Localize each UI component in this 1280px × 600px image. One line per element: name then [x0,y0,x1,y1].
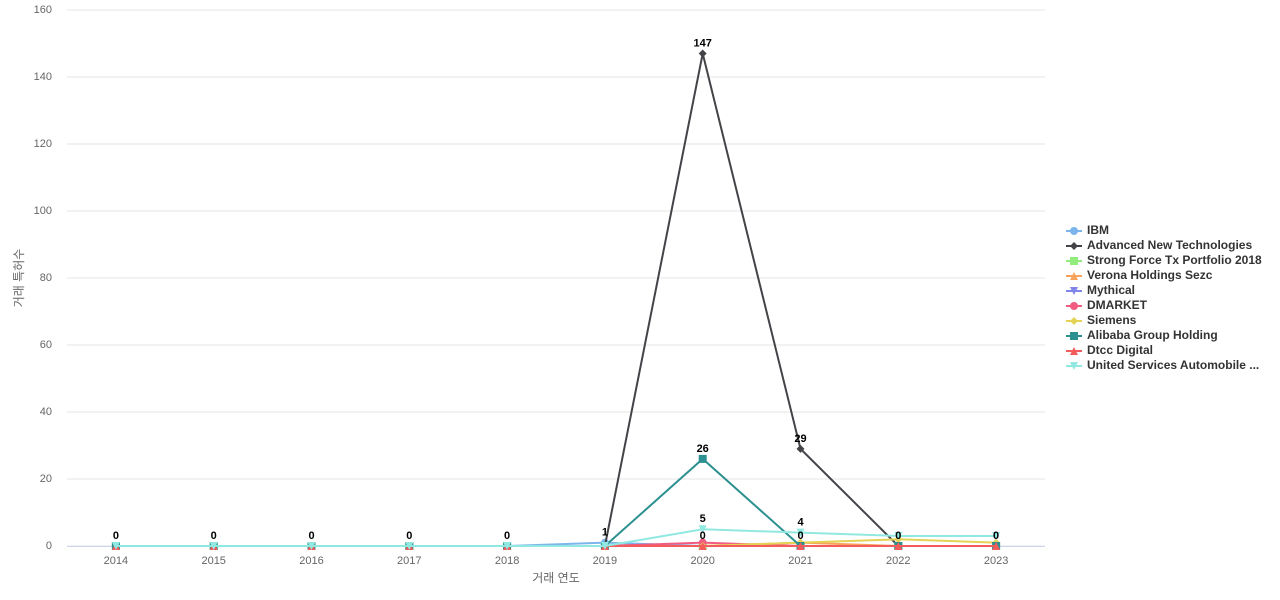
y-tick-label: 100 [34,205,52,217]
series-line [115,457,997,547]
point [111,542,120,550]
y-tick-label: 140 [34,71,52,83]
data-label: 0 [700,530,706,542]
x-axis-title: 거래 연도 [532,571,580,585]
x-tick-label: 2023 [984,555,1008,567]
point [796,444,805,453]
y-tick-label: 20 [40,473,52,485]
data-label: 0 [993,530,999,542]
y-tick-label: 40 [40,406,52,418]
data-label: 0 [504,530,510,542]
data-label: 0 [308,530,314,542]
data-label: 1 [602,527,608,539]
legend-symbol [1070,272,1078,280]
legend-label: Verona Holdings Sezc [1087,268,1213,282]
legend-label: Mythical [1087,283,1135,297]
data-label: 0 [211,530,217,542]
legend-symbol [1070,287,1078,295]
data-label: 4 [797,517,804,529]
point [209,542,218,550]
data-label: 26 [697,443,709,455]
data-label: 0 [113,530,119,542]
point [698,525,707,534]
point [307,542,316,550]
data-label: 0 [797,530,803,542]
point [503,542,512,550]
y-tick-label: 160 [34,4,52,16]
series-line [115,528,997,547]
y-tick-label: 60 [40,339,52,351]
x-tick-label: 2015 [201,555,225,567]
y-tick-label: 80 [40,272,52,284]
legend-label: Alibaba Group Holding [1087,328,1218,342]
legend-label: Dtcc Digital [1087,343,1153,357]
legend-symbol [1070,302,1078,310]
y-tick-label: 120 [34,138,52,150]
legend-label: Advanced New Technologies [1087,238,1252,252]
legend-label: Siemens [1087,313,1137,327]
x-tick-label: 2022 [886,555,910,567]
data-label: 5 [700,513,706,525]
legend-symbol [1070,227,1078,235]
y-tick-label: 0 [46,540,52,552]
legend-symbol [1070,257,1078,265]
x-tick-label: 2019 [593,555,617,567]
x-tick-label: 2020 [690,555,714,567]
x-tick-label: 2018 [495,555,519,567]
x-tick-label: 2017 [397,555,421,567]
legend-label: DMARKET [1087,298,1148,312]
x-tick-label: 2016 [299,555,323,567]
point [796,528,805,537]
legend-symbol [1070,347,1078,355]
point [992,542,1001,550]
point [405,542,414,550]
point [894,542,903,550]
legend-symbol [1070,317,1078,325]
x-tick-label: 2021 [788,555,812,567]
point [796,542,805,550]
data-label: 0 [895,530,901,542]
series-line [115,53,997,547]
point [894,531,903,540]
point [600,542,609,550]
point [698,454,707,463]
data-label: 29 [794,433,806,445]
legend-symbol [1070,332,1078,340]
legend-symbol [1070,242,1078,250]
point [992,531,1001,540]
data-labels: 0 0 0 0 0 1 147 29 0 0 26 0 0 5 4 [113,37,999,541]
legend-symbol [1070,362,1078,370]
data-label: 147 [694,37,712,49]
data-label: 0 [406,530,412,542]
point [698,49,707,58]
y-axis-title: 거래 특허수 [12,249,26,308]
x-tick-label: 2014 [104,555,128,567]
legend-label: IBM [1087,223,1109,237]
point [698,542,707,550]
legend-label: Strong Force Tx Portfolio 2018 [1087,253,1262,267]
legend-label: United Services Automobile ... [1087,358,1259,372]
